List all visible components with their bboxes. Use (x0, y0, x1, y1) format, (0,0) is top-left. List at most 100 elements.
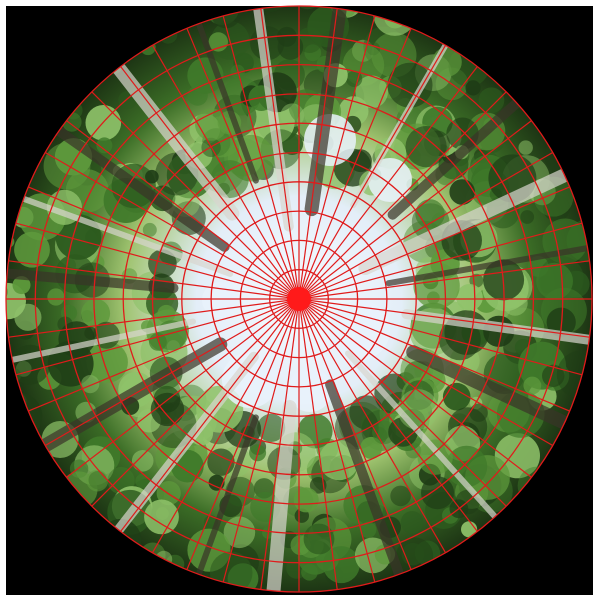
polar-grid-overlay (5, 5, 593, 593)
grid-spoke (120, 66, 300, 300)
foliage-blob (0, 270, 4, 294)
foliage-blob (96, 137, 113, 154)
tree-trunk (6, 268, 179, 293)
foliage-blob (301, 563, 318, 581)
grid-spoke (44, 298, 300, 447)
foliage-blob (208, 474, 225, 491)
foliage-blob (542, 364, 565, 387)
foliage-blob (442, 382, 471, 411)
foliage-blob (81, 375, 100, 394)
grid-spoke (260, 298, 300, 590)
tree-trunk (345, 350, 502, 525)
foliage-blob (47, 288, 65, 306)
grid-spoke (298, 91, 507, 300)
foliage-blob (223, 516, 256, 549)
grid-spoke (298, 186, 570, 300)
grid-spoke (28, 298, 300, 412)
foliage-blob (6, 223, 12, 238)
grid-spoke (298, 298, 532, 478)
grid-spoke (298, 298, 478, 532)
foliage-blob (523, 376, 542, 395)
grid-spoke (66, 120, 300, 300)
grid-spoke (298, 44, 447, 300)
grid-spoke (66, 298, 300, 478)
foliage-blob (478, 87, 505, 114)
grid-spoke (44, 151, 300, 300)
foliage-blob (397, 389, 439, 430)
foliage-blob (293, 487, 319, 513)
foliage-blob (346, 70, 363, 87)
foliage-blob (544, 137, 582, 175)
grid-spoke (298, 260, 590, 300)
tree-trunk (110, 351, 259, 540)
foliage-blob (208, 32, 228, 52)
foliage-blob (14, 303, 42, 331)
foliage-blob (144, 499, 179, 535)
grid-spoke (8, 298, 300, 338)
foliage-blob (84, 326, 97, 340)
grid-spoke (186, 298, 300, 570)
foliage-blob (150, 392, 185, 427)
grid-spoke (120, 298, 300, 532)
foliage-blob (12, 276, 31, 295)
grid-spoke (260, 8, 300, 300)
tree-trunk (358, 165, 577, 275)
foliage-blob (417, 439, 453, 475)
foliage-blob (421, 476, 454, 510)
foliage-blob (469, 403, 488, 422)
tree-trunk (266, 400, 297, 592)
foliage-blob (387, 62, 433, 108)
foliage-blob (572, 415, 586, 428)
grid-spoke (91, 298, 300, 507)
grid-spoke (298, 15, 376, 300)
foliage-blob (360, 436, 383, 459)
foliage-blob (142, 222, 157, 237)
foliage-blob (520, 210, 535, 224)
foliage-blob (449, 179, 476, 205)
foliage-blob (57, 316, 73, 332)
foliage-blob (156, 481, 181, 506)
center-dot (287, 287, 311, 311)
grid-spoke (28, 186, 300, 300)
grid-spoke (15, 298, 300, 376)
foliage-blob (456, 284, 483, 311)
foliage-blob (257, 413, 286, 442)
tree-trunk (6, 318, 196, 365)
foliage-blob (207, 448, 235, 476)
foliage-blob (250, 592, 268, 601)
grid-spoke (15, 222, 300, 300)
foliage-blob (131, 450, 154, 472)
foliage-blob (461, 521, 478, 538)
foliage-blob (81, 298, 111, 328)
foliage-blob (400, 511, 424, 534)
grid-spoke (298, 298, 590, 338)
tree-trunk (406, 345, 577, 433)
foliage-blob (415, 199, 445, 229)
tree-trunk (252, 6, 294, 232)
foliage-blob (536, 262, 573, 300)
grid-spoke (222, 298, 300, 583)
foliage-blob (14, 231, 50, 268)
foliage-blob (405, 126, 447, 168)
foliage-blob (518, 140, 533, 155)
foliage-blob (85, 228, 104, 247)
grid-spoke (298, 120, 532, 300)
foliage-blob (86, 469, 109, 492)
foliage-blob (465, 80, 481, 96)
foliage-blob (517, 466, 557, 506)
grid-spoke (151, 44, 300, 300)
foliage-blob (6, 385, 18, 403)
grid-spoke (298, 222, 583, 300)
grid-spoke (222, 15, 300, 300)
grid-spoke (298, 28, 412, 300)
foliage-blob (476, 531, 492, 547)
grid-spoke (298, 298, 376, 583)
grid-spoke (8, 260, 300, 300)
foliage-blob (303, 523, 335, 555)
grid-spoke (298, 298, 447, 554)
grid-spoke (298, 298, 507, 507)
foliage-blob (438, 318, 481, 361)
foliage-blob (86, 341, 128, 383)
